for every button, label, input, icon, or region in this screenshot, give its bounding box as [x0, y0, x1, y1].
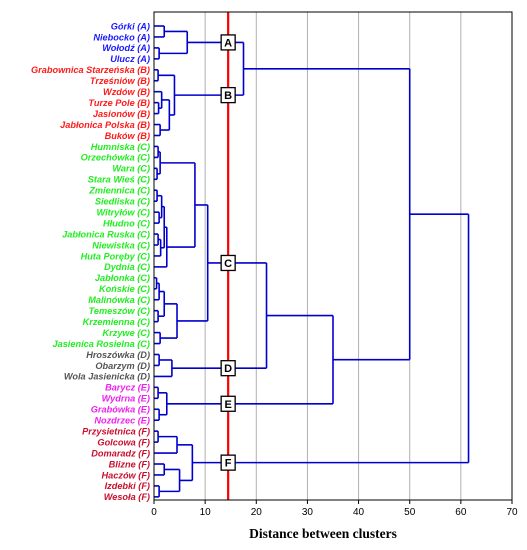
cluster-marker: E — [220, 395, 236, 412]
leaf-label: Wołodź (A) — [102, 43, 150, 53]
leaf-label: Jabłonica Ruska (C) — [62, 229, 150, 239]
leaf-label: Witryłów (C) — [96, 207, 150, 217]
leaf-label: Wydrna (E) — [102, 394, 150, 404]
cluster-marker-box — [220, 395, 236, 412]
leaf-label: Golcowa (F) — [97, 437, 150, 447]
x-tick-label: 10 — [200, 507, 212, 518]
leaf-label: Wola Jasienicka (D) — [64, 372, 150, 382]
leaf-label: Grabówka (E) — [91, 405, 150, 415]
leaf-label: Hroszówka (D) — [86, 350, 150, 360]
leaf-label: Jasionów (B) — [93, 109, 150, 119]
leaf-label: Orzechówka (C) — [81, 153, 150, 163]
leaf-label: Przysietnica (F) — [82, 426, 150, 436]
leaf-label: Wesoła (F) — [104, 492, 150, 502]
leaf-label: Stara Wieś (C) — [88, 175, 150, 185]
x-tick-label: 20 — [251, 507, 263, 518]
x-tick-label: 70 — [506, 507, 518, 518]
leaf-label: Hłudno (C) — [103, 218, 150, 228]
cluster-marker-label: B — [224, 90, 232, 102]
leaf-label: Górki (A) — [111, 21, 150, 31]
leaf-label: Haczów (F) — [102, 470, 151, 480]
cluster-markers: A B C D E F — [220, 34, 236, 471]
dendrogram-tree — [154, 25, 470, 498]
x-axis-label: Distance between clusters — [249, 526, 397, 541]
leaf-label: Jabłonka (C) — [95, 273, 150, 283]
cluster-marker: A — [220, 34, 236, 51]
leaf-label: Krzemienna (C) — [83, 317, 150, 327]
leaf-label: Dydnia (C) — [104, 262, 150, 272]
leaf-label: Barycz (E) — [105, 383, 150, 393]
leaf-label: Humniska (C) — [91, 142, 150, 152]
leaf-label: Domaradz (F) — [91, 448, 150, 458]
leaf-label: Jasienica Rosielna (C) — [52, 339, 150, 349]
leaf-label: Siedliska (C) — [95, 197, 150, 207]
leaf-label: Izdebki (F) — [105, 481, 150, 491]
leaf-label: Końskie (C) — [99, 284, 150, 294]
x-axis: 0 10 20 30 40 50 60 70 — [151, 500, 518, 518]
x-tick-label: 40 — [353, 507, 365, 518]
x-tick-label: 30 — [302, 507, 314, 518]
leaf-label: Nozdrzec (E) — [94, 416, 150, 426]
leaf-label: Krzywe (C) — [103, 328, 150, 338]
x-tick-label: 60 — [455, 507, 467, 518]
leaf-label: Niewistka (C) — [92, 240, 150, 250]
cluster-marker: D — [220, 360, 236, 377]
leaf-label: Zmiennica (C) — [88, 186, 150, 196]
cluster-marker: C — [220, 254, 236, 272]
leaf-label: Niebocko (A) — [93, 32, 150, 42]
cluster-marker-label: D — [224, 363, 232, 375]
leaf-label: Huta Poręby (C) — [81, 251, 150, 261]
leaf-label: Turze Pole (B) — [88, 98, 150, 108]
cluster-marker-box — [220, 360, 236, 377]
cluster-marker-box — [220, 254, 236, 272]
cluster-marker-label: F — [225, 458, 232, 470]
leaf-label: Wara (C) — [112, 164, 150, 174]
x-tick-label: 0 — [151, 507, 157, 518]
cluster-marker: F — [220, 454, 236, 471]
leaf-labels: Górki (A)Niebocko (A)Wołodź (A)Ulucz (A)… — [31, 21, 150, 502]
leaf-label: Buków (B) — [105, 131, 150, 141]
plot-frame — [153, 11, 513, 501]
cluster-marker-label: C — [224, 258, 232, 270]
leaf-label: Malinówka (C) — [88, 295, 150, 305]
leaf-label: Ulucz (A) — [110, 54, 150, 64]
cluster-marker-label: A — [224, 37, 232, 49]
leaf-label: Blizne (F) — [109, 459, 150, 469]
cluster-marker-box — [220, 454, 236, 471]
leaf-label: Grabownica Starzeńska (B) — [31, 65, 150, 75]
leaf-label: Wzdów (B) — [103, 87, 150, 97]
cluster-marker-label: E — [224, 399, 231, 411]
leaf-label: Obarzym (D) — [95, 361, 150, 371]
cluster-marker-box — [220, 34, 236, 51]
leaf-label: Trześniów (B) — [90, 76, 150, 86]
cluster-marker-box — [220, 86, 236, 104]
leaf-label: Temeszów (C) — [89, 306, 150, 316]
x-tick-label: 50 — [404, 507, 416, 518]
leaf-label: Jabłonica Polska (B) — [60, 120, 150, 130]
cluster-marker: B — [220, 86, 236, 104]
